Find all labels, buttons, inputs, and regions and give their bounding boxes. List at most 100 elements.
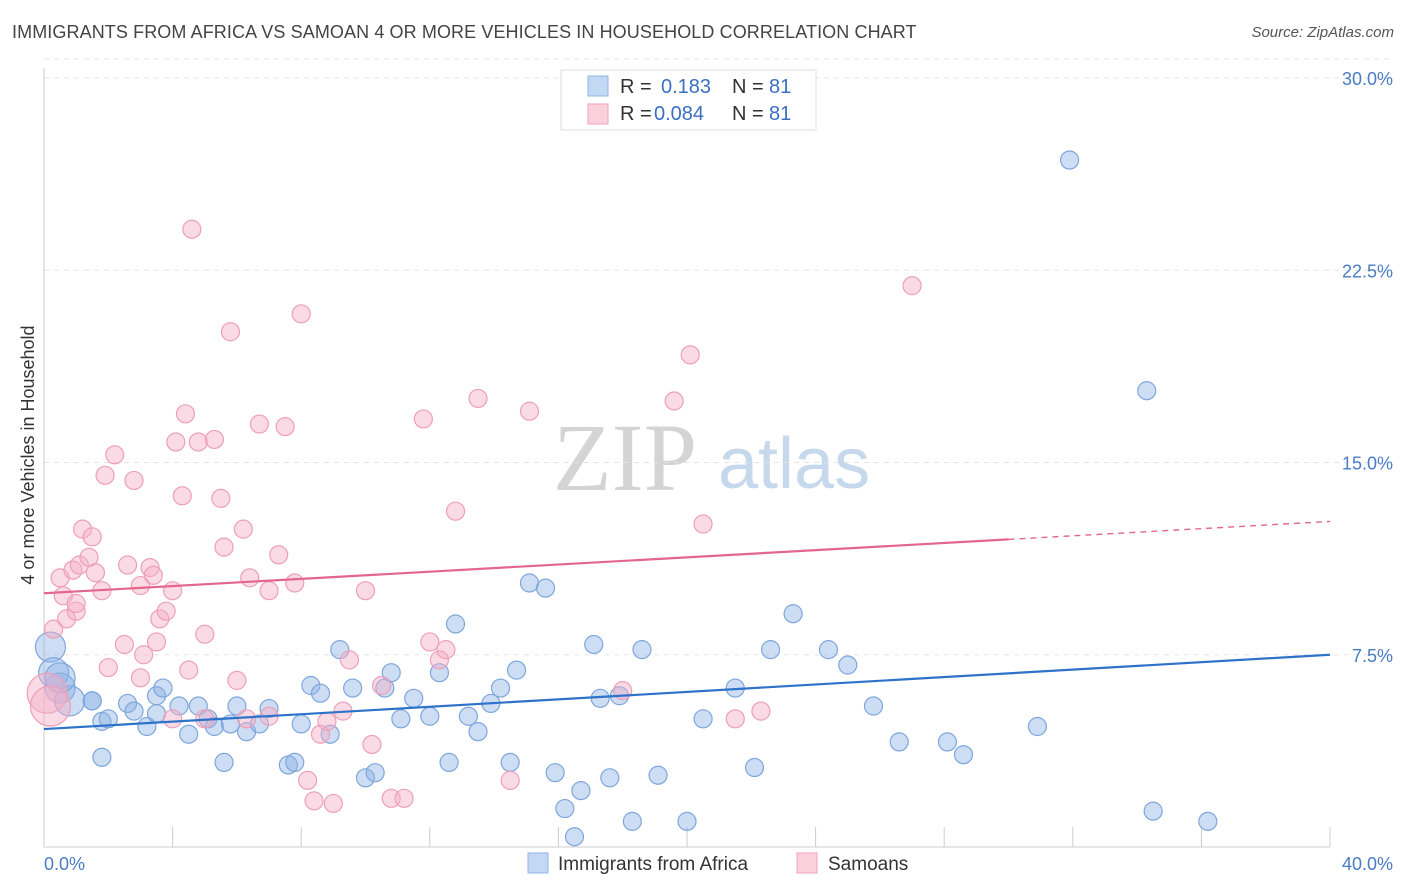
samoan-point-5 [63,560,83,580]
bottom-legend-label-samoan: Samoans [828,854,908,875]
samoan-point-21 [143,565,163,585]
africa-point-54 [571,781,591,801]
africa-point-32 [343,678,363,698]
samoan-point-40 [249,414,270,434]
samoan-point-55 [413,409,433,429]
legend-r-value-africa: 0.183 [661,76,711,98]
samoan-point-38 [233,519,253,539]
samoan-point-4 [56,609,77,629]
bottom-legend-swatch-samoan [796,852,818,874]
trend-lines [43,520,1331,731]
samoan-point-60 [500,770,520,790]
africa-point-46 [490,678,511,698]
samoan-point-76 [29,685,72,727]
africa-point-27 [291,714,311,734]
samoan-point-24 [156,601,176,621]
africa-point-12 [146,686,167,706]
samoan-point-52 [371,675,392,696]
africa-point-66 [760,640,781,660]
africa-point-65 [744,757,765,778]
samoan-point-32 [195,624,215,644]
legend-r-value-samoan: 0.084 [654,103,704,125]
chart-source: Source: ZipAtlas.com [1251,24,1394,41]
africa-point-19 [214,752,234,773]
africa-point-1 [38,657,70,689]
africa-point-11 [146,704,167,724]
samoan-point-22 [146,632,167,652]
samoan-trend-line [43,538,1009,595]
samoan-point-25 [163,581,183,601]
samoan-point-61 [519,401,540,421]
samoan-point-68 [902,276,922,296]
africa-point-6 [98,709,118,729]
africa-point-9 [124,701,144,721]
africa-point-51 [545,763,565,783]
legend-r-label-africa: R = [620,76,652,98]
samoan-point-31 [188,432,208,452]
y-tick-label-0: 30.0% [1342,69,1393,89]
africa-point-49 [519,573,540,593]
samoan-point-51 [355,581,376,601]
africa-point-34 [365,763,385,783]
samoan-point-16 [117,555,138,575]
africa-point-59 [622,811,642,831]
africa-point-36 [381,663,401,683]
watermark-atlas: atlas [718,424,870,504]
africa-point-75 [1059,150,1080,170]
africa-point-37 [391,709,411,729]
legend-n-value-africa: 81 [769,76,791,98]
africa-point-68 [818,640,839,660]
africa-point-50 [535,578,556,598]
samoan-trend-line-extension [1008,520,1331,541]
samoan-point-34 [211,488,231,508]
africa-point-77 [1143,801,1163,821]
africa-point-44 [468,722,488,742]
legend-n-value-samoan: 81 [769,103,791,125]
samoan-point-20 [140,557,160,578]
samoan-point-63 [664,391,684,411]
africa-point-61 [648,765,668,785]
samoan-point-42 [269,545,289,565]
samoan-point-15 [114,634,134,655]
africa-point-21 [227,696,247,716]
samoan-point-45 [291,304,311,324]
samoan-point-10 [82,527,102,547]
africa-point-15 [179,724,199,744]
series-legend: Immigrants from Africa Samoans [527,852,908,875]
africa-point-29 [310,683,331,703]
samoan-point-72 [66,593,86,614]
samoan-point-43 [275,417,295,437]
samoan-point-17 [124,470,144,491]
africa-point-28 [301,675,321,696]
legend-n-label-africa: N = [732,76,764,98]
y-tick-label-1: 22.5% [1342,261,1393,281]
samoan-point-8 [72,519,93,539]
africa-point-38 [404,688,424,708]
africa-point-33 [355,768,376,788]
samoan-point-18 [130,575,151,596]
samoan-point-29 [179,660,199,680]
samoan-point-46 [298,770,318,790]
africa-point-73 [953,745,974,765]
africa-trend-line [43,653,1331,731]
y-axis-title: 4 or more Vehicles in Household [18,325,38,584]
samoan-point-47 [304,791,324,811]
africa-point-79 [82,691,102,711]
africa-point-69 [838,655,858,675]
legend-r-label-samoan: R = [620,103,652,125]
samoan-point-65 [693,514,713,534]
samoan-point-1 [44,619,64,639]
samoan-point-37 [227,670,247,690]
africa-point-72 [937,732,958,752]
samoan-point-36 [220,322,241,342]
samoan-point-49 [323,793,343,814]
samoan-point-28 [175,404,196,424]
africa-point-31 [330,640,350,660]
bottom-legend-label-africa: Immigrants from Africa [558,854,748,875]
samoan-point-58 [445,501,466,521]
samoan-point-7 [69,555,89,575]
samoan-point-30 [182,219,202,239]
africa-point-60 [632,640,652,660]
legend-n-label-samoan: N = [732,103,764,125]
axes [43,68,1331,848]
